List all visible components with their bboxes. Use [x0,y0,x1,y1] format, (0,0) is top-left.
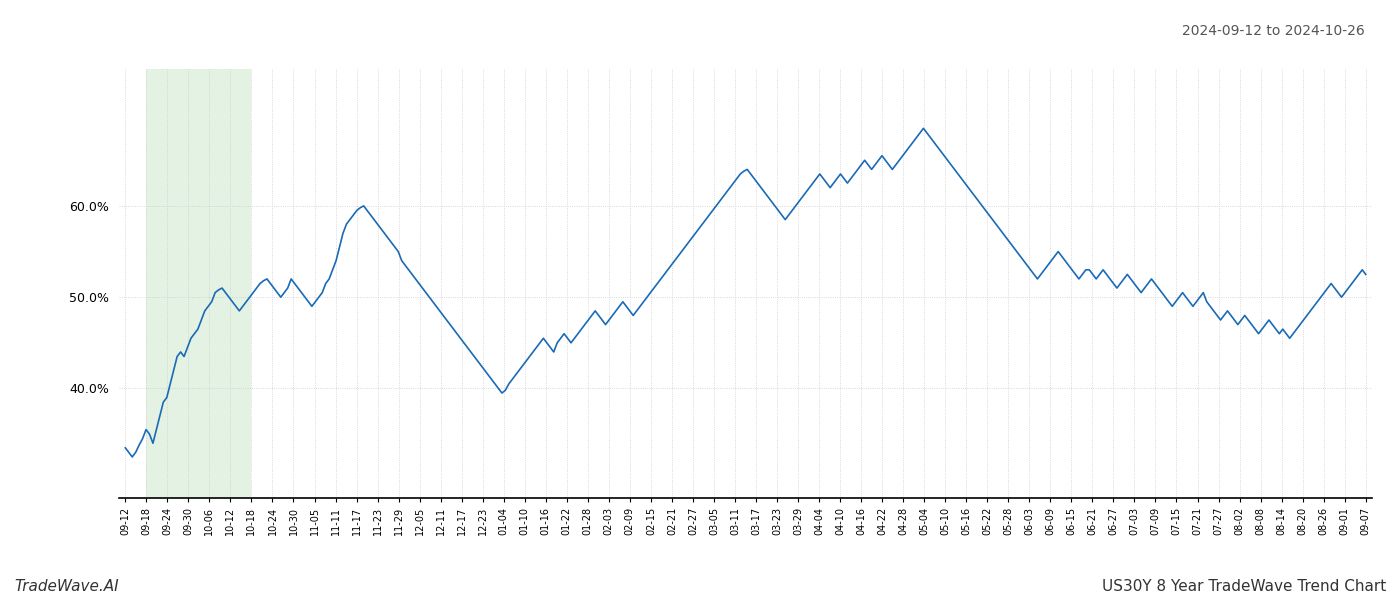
Bar [147,69,252,498]
Text: 2024-09-12 to 2024-10-26: 2024-09-12 to 2024-10-26 [1182,24,1365,38]
Text: US30Y 8 Year TradeWave Trend Chart: US30Y 8 Year TradeWave Trend Chart [1102,579,1386,594]
Text: TradeWave.AI: TradeWave.AI [14,579,119,594]
